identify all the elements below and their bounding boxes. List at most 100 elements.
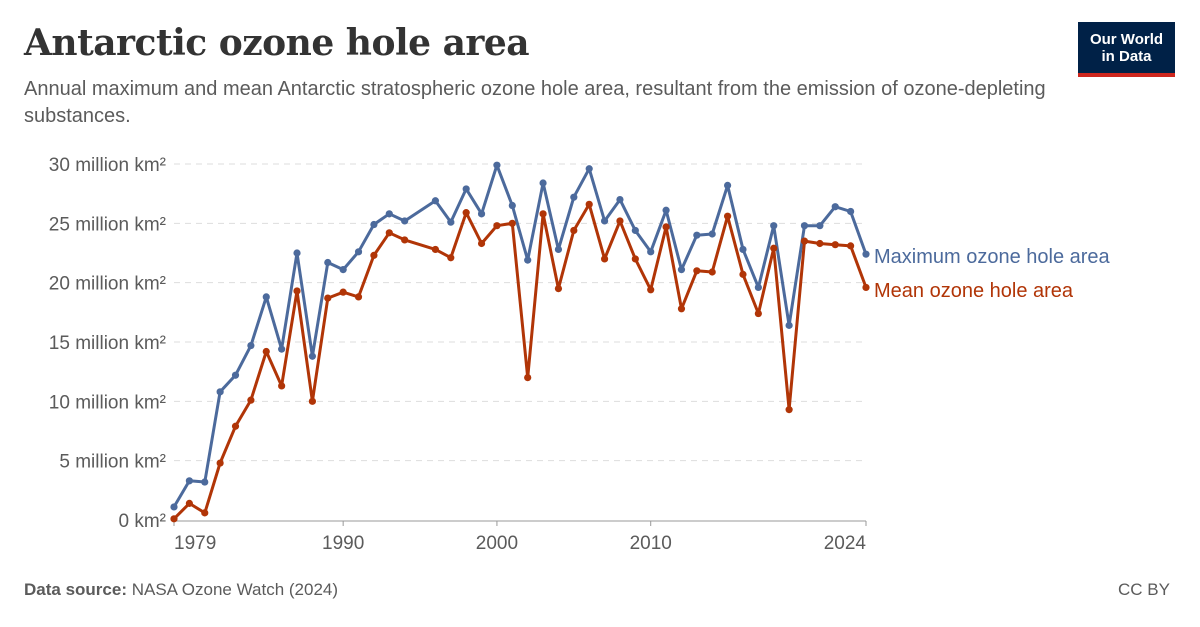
data-point-max (539, 179, 547, 187)
data-point-max (831, 203, 839, 211)
data-point-max (308, 352, 316, 360)
data-point-mean (770, 244, 778, 252)
data-point-max (293, 249, 301, 257)
license-label[interactable]: CC BY (1118, 580, 1170, 599)
series-label-max: Maximum ozone hole area (874, 246, 1111, 268)
data-point-mean (831, 241, 839, 249)
data-point-mean (508, 219, 516, 227)
data-point-mean (570, 226, 578, 235)
data-point-max (447, 218, 455, 226)
data-point-mean (647, 286, 655, 294)
data-point-max (477, 210, 486, 218)
data-point-max (401, 217, 409, 225)
data-point-mean (170, 515, 178, 523)
y-tick-label: 0 km² (119, 511, 167, 532)
data-point-mean (847, 242, 855, 250)
data-point-max (677, 266, 686, 274)
data-point-max (800, 222, 809, 230)
data-point-max (739, 245, 747, 254)
data-point-mean (800, 237, 809, 245)
data-point-mean (539, 210, 547, 218)
data-point-mean (385, 229, 393, 237)
data-point-mean (816, 239, 824, 248)
data-point-max (600, 217, 609, 225)
y-tick-label: 20 million km² (49, 274, 166, 295)
data-point-mean (231, 422, 240, 430)
x-tick-label: 2010 (630, 533, 672, 554)
data-source-link[interactable]: NASA Ozone Watch (2024) (131, 580, 339, 599)
data-point-max (201, 478, 209, 486)
data-point-max (708, 230, 716, 238)
data-point-max (508, 201, 516, 210)
data-point-mean (354, 293, 363, 301)
data-point-max (554, 245, 563, 254)
logo-line-2: in Data (1101, 47, 1152, 65)
data-point-mean (339, 288, 347, 296)
data-point-max (662, 206, 670, 214)
series-label-mean: Mean ozone hole area (874, 280, 1074, 302)
owid-logo[interactable]: Our World in Data (1078, 22, 1175, 77)
data-point-max (324, 258, 332, 267)
data-point-mean (493, 222, 501, 230)
data-point-mean (554, 285, 563, 293)
data-point-mean (739, 270, 747, 278)
data-point-max (431, 197, 440, 205)
data-point-mean (724, 212, 732, 220)
data-point-mean (785, 406, 793, 414)
chart-title: Antarctic ozone hole area (24, 22, 530, 64)
data-point-max (754, 283, 762, 292)
data-point-max (693, 231, 701, 239)
data-point-mean (693, 267, 701, 275)
x-tick-label: 2000 (476, 533, 518, 554)
data-point-max (185, 477, 193, 485)
data-point-mean (431, 245, 440, 254)
data-point-max (631, 226, 639, 235)
data-point-max (647, 248, 655, 256)
data-point-mean (308, 397, 316, 405)
data-point-max (847, 207, 855, 216)
data-point-mean (524, 374, 532, 382)
data-point-max (462, 185, 470, 193)
y-tick-label: 5 million km² (59, 452, 166, 473)
series-line-mean (172, 202, 868, 520)
data-point-mean (201, 509, 209, 517)
data-source-label: Data source: (24, 580, 127, 599)
data-point-max (724, 181, 732, 189)
data-point-max (247, 341, 255, 350)
data-point-mean (754, 309, 762, 318)
data-point-mean (708, 268, 716, 276)
data-source: Data source: NASA Ozone Watch (2024) (24, 580, 338, 600)
data-point-mean (477, 239, 486, 248)
data-point-max (278, 345, 286, 353)
data-point-max (862, 250, 870, 258)
data-point-max (354, 248, 363, 256)
data-point-mean (862, 283, 870, 292)
data-point-mean (216, 459, 224, 467)
data-point-mean (677, 305, 686, 313)
x-tick-label: 1979 (174, 533, 216, 554)
y-tick-label: 25 million km² (49, 214, 166, 235)
series-line-max (172, 163, 868, 508)
data-point-mean (324, 294, 332, 302)
x-tick-label: 1990 (322, 533, 364, 554)
x-tick-label: 2024 (824, 533, 867, 554)
data-point-max (570, 193, 578, 201)
data-point-max (770, 222, 778, 230)
data-point-max (385, 210, 393, 218)
data-point-mean (447, 254, 455, 262)
data-point-mean (401, 236, 409, 244)
data-point-mean (462, 209, 470, 217)
data-point-max (170, 503, 178, 511)
logo-line-1: Our World (1089, 30, 1164, 48)
data-point-max (493, 161, 501, 169)
data-point-mean (600, 255, 609, 263)
data-point-max (216, 388, 224, 396)
y-tick-label: 10 million km² (49, 392, 166, 413)
data-point-mean (616, 217, 624, 225)
data-point-max (816, 222, 824, 230)
data-point-max (339, 266, 347, 274)
data-point-max (262, 293, 270, 301)
data-point-mean (662, 223, 670, 231)
data-point-mean (293, 287, 301, 295)
